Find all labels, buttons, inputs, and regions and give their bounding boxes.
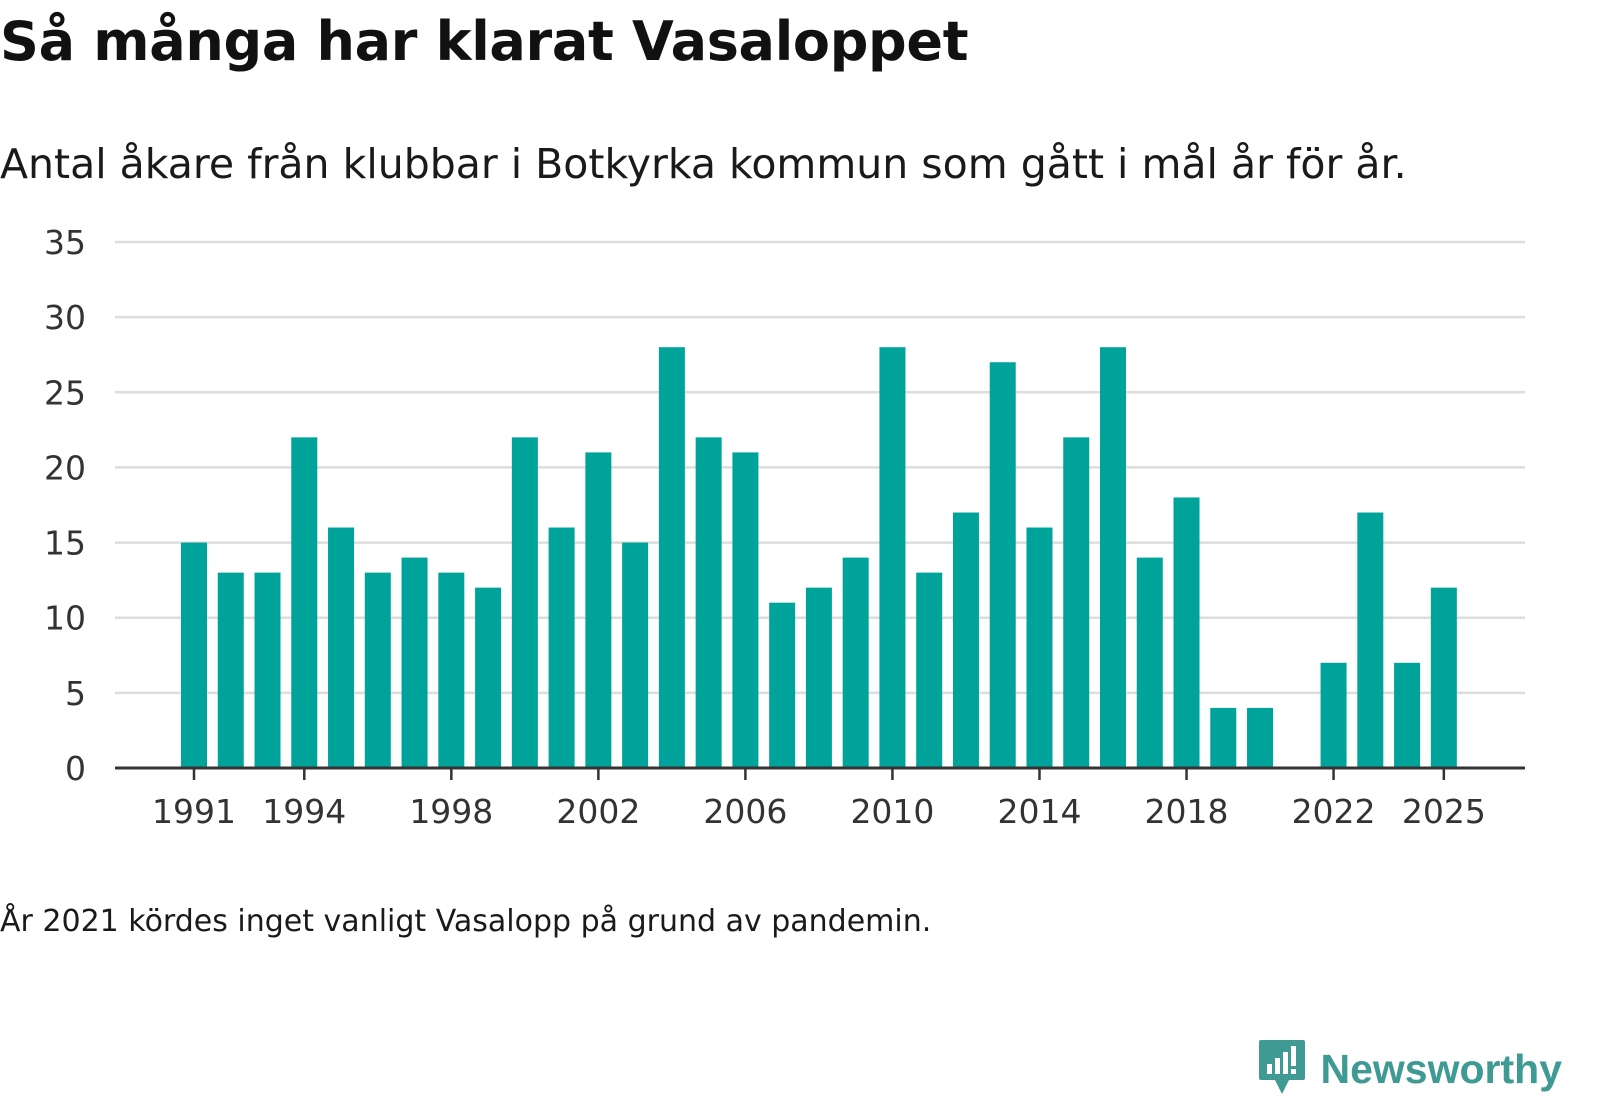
x-axis-ticks: 1991 1994 1998 2002 2006 2010 2014 2018 2022 2025 (152, 768, 1486, 831)
bar-1995 (328, 527, 355, 768)
y-tick-label: 35 (44, 223, 86, 262)
bar-2000 (511, 437, 538, 768)
bar-1993 (254, 572, 281, 768)
y-tick-label: 30 (44, 298, 86, 337)
bar-2016 (1100, 347, 1126, 768)
bar-2025 (1430, 587, 1457, 768)
bar-2019 (1210, 707, 1237, 768)
chart-subtitle: Antal åkare från klubbar i Botkyrka komm… (0, 140, 1407, 188)
bar-2009 (842, 557, 869, 768)
x-tick-label: 2006 (703, 792, 787, 831)
y-tick-label: 15 (44, 524, 86, 563)
bar-2022 (1320, 662, 1347, 768)
x-tick-label: 2010 (850, 792, 934, 831)
bar-2012 (952, 512, 979, 768)
x-tick-label: 2018 (1145, 792, 1229, 831)
bar-1996 (364, 572, 391, 768)
bar-2018 (1173, 497, 1200, 768)
bar-1999 (475, 587, 502, 768)
x-tick-label: 2002 (556, 792, 640, 831)
bar-2004 (658, 347, 685, 768)
bar-2013 (989, 362, 1016, 768)
bar-2008 (805, 587, 832, 768)
bar-2007 (769, 602, 796, 768)
bar-2010 (879, 347, 906, 768)
y-tick-label: 20 (44, 448, 86, 487)
bar-1997 (401, 557, 428, 768)
y-tick-label: 25 (44, 373, 86, 412)
x-tick-label: 1998 (409, 792, 493, 831)
bar-2017 (1136, 557, 1163, 768)
bar-2006 (732, 452, 759, 768)
y-tick-label: 5 (65, 674, 86, 713)
bar-2005 (695, 437, 722, 768)
bar-2011 (916, 572, 943, 768)
brand-name: Newsworthy (1320, 1045, 1563, 1092)
x-tick-label: 2014 (997, 792, 1081, 831)
y-axis-ticks: 0 5 10 15 20 25 30 35 (44, 223, 86, 788)
bar-2002 (585, 452, 612, 768)
bar-2020 (1247, 707, 1274, 768)
x-tick-label: 2022 (1292, 792, 1376, 831)
x-tick-label: 1991 (152, 792, 236, 831)
chart-title: Så många har klarat Vasaloppet (0, 10, 969, 73)
bars (181, 347, 1457, 768)
chart-footnote: År 2021 kördes inget vanligt Vasalopp på… (0, 904, 932, 939)
y-tick-label: 0 (65, 749, 86, 788)
bar-1998 (438, 572, 465, 768)
bar-2014 (1026, 527, 1053, 768)
x-tick-label: 1994 (262, 792, 346, 831)
bar-2001 (548, 527, 575, 768)
brand: Newsworthy (1257, 1038, 1563, 1100)
bar-2015 (1063, 437, 1090, 768)
x-tick-label: 2025 (1402, 792, 1486, 831)
bar-2024 (1394, 662, 1421, 768)
bar-2003 (622, 542, 649, 768)
bar-1992 (217, 572, 244, 768)
newsworthy-logo-icon (1257, 1038, 1307, 1100)
y-tick-label: 10 (44, 599, 86, 638)
bar-2023 (1357, 512, 1384, 768)
bar-1991 (181, 542, 207, 768)
bar-1994 (291, 437, 318, 768)
